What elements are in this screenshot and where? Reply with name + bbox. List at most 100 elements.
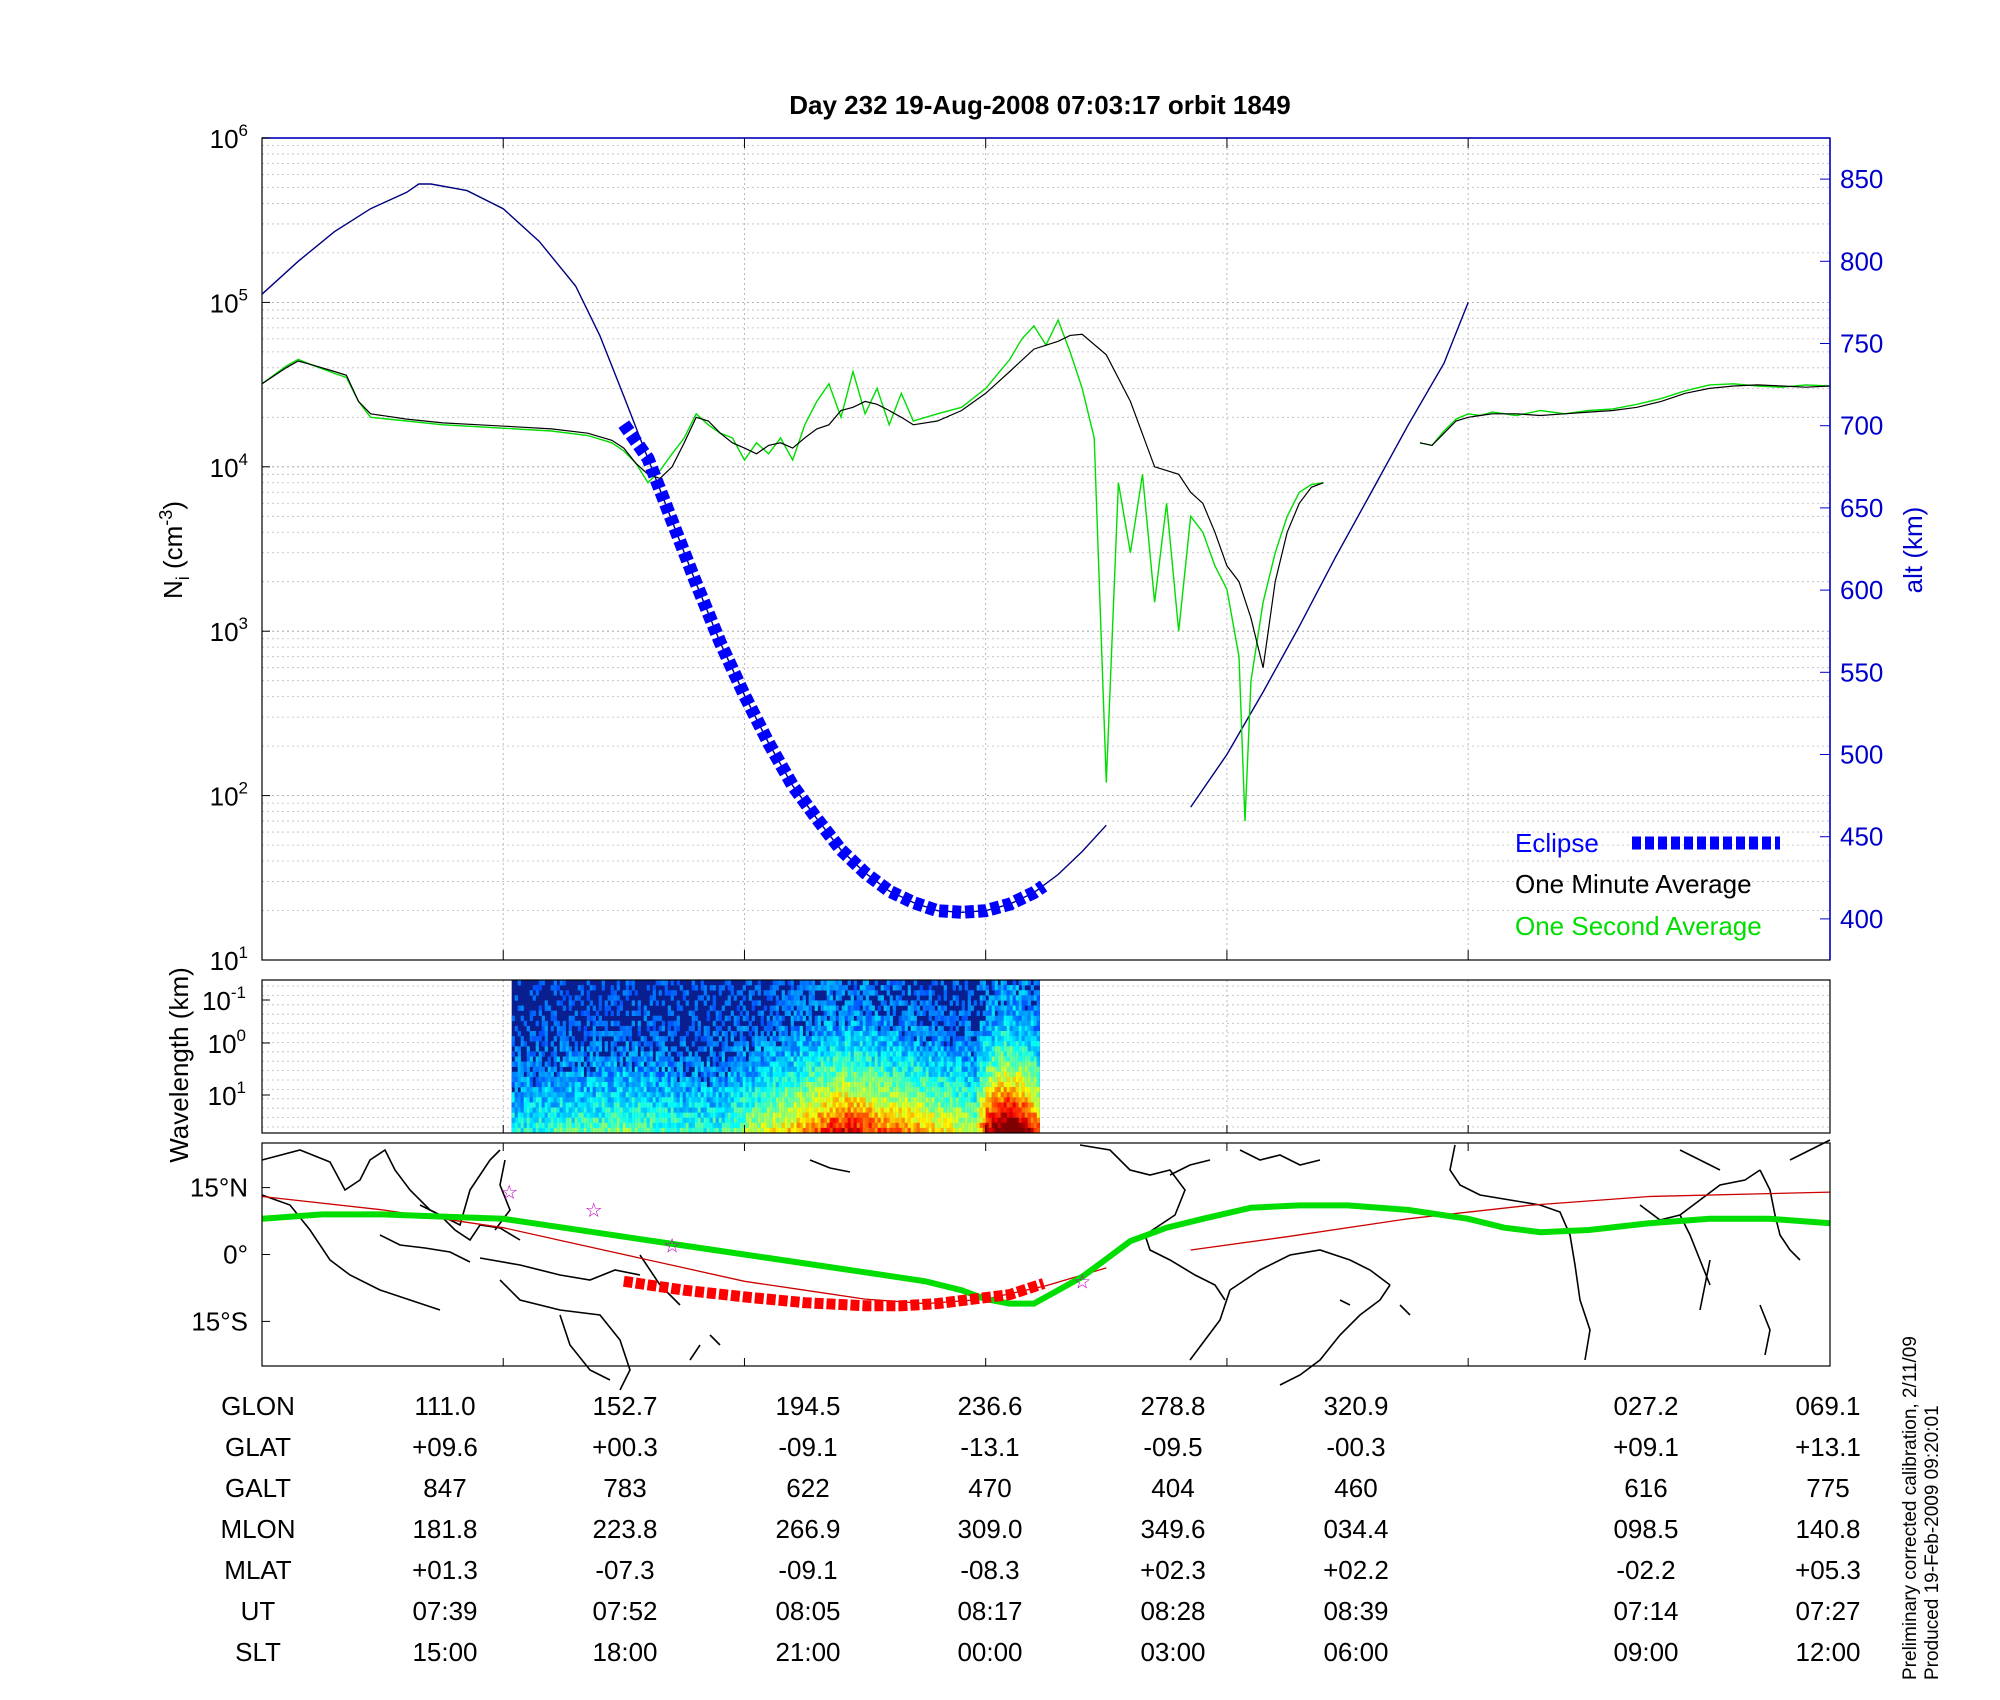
spectrogram-cell: [793, 1097, 797, 1103]
spectrogram-cell: [610, 1000, 614, 1006]
spectrogram-cell: [922, 990, 926, 996]
spectrogram-cell: [928, 1046, 932, 1052]
spectrogram-cell: [601, 1031, 605, 1037]
spectrogram-cell: [1024, 1061, 1028, 1067]
spectrogram-cell: [1021, 1127, 1025, 1134]
spectrogram-cell: [706, 1025, 710, 1032]
spectrogram-cell: [730, 1112, 734, 1118]
spectrogram-cell: [967, 1031, 971, 1037]
spectrogram-cell: [919, 1061, 923, 1067]
spectrogram-cell: [577, 1097, 581, 1103]
spectrogram-cell: [1009, 1020, 1013, 1027]
spectrogram-cell: [868, 1046, 872, 1052]
spectrogram-cell: [814, 1020, 818, 1027]
spectrogram-cell: [547, 1097, 551, 1103]
spectrogram-cell: [967, 995, 971, 1001]
spectrogram-cell: [745, 1102, 749, 1108]
spectrogram-cell: [973, 1076, 977, 1083]
spectrogram-cell: [1027, 1015, 1031, 1022]
spectrogram-cell: [826, 1020, 830, 1027]
spectrogram-cell: [763, 1092, 767, 1098]
spectrogram-cell: [790, 1031, 794, 1037]
spectrogram-cell: [676, 1122, 680, 1129]
spectrogram-cell: [940, 1015, 944, 1022]
spectrogram-cell: [637, 1020, 641, 1027]
spectrogram-cell: [931, 980, 935, 986]
spectrogram-cell: [862, 1046, 866, 1052]
spectrogram-cell: [850, 1071, 854, 1078]
spectrogram-cell: [988, 1087, 992, 1093]
spectrogram-cell: [919, 990, 923, 996]
spectrogram-cell: [739, 1061, 743, 1067]
spectrogram-cell: [871, 1092, 875, 1098]
spectrogram-cell: [898, 1015, 902, 1022]
spectrogram-cell: [760, 1076, 764, 1083]
spectrogram-cell: [808, 1117, 812, 1124]
spectrogram-cell: [916, 1117, 920, 1124]
spectrogram-cell: [892, 1010, 896, 1016]
spectrogram-cell: [910, 1046, 914, 1052]
spectrogram-cell: [553, 1015, 557, 1022]
spectrogram-cell: [814, 1031, 818, 1037]
spectrogram-cell: [703, 1117, 707, 1124]
spectrogram-cell: [853, 1117, 857, 1124]
star-marker: ☆: [500, 1180, 518, 1204]
spectrogram-cell: [772, 1056, 776, 1062]
spectrogram-cell: [922, 1056, 926, 1062]
spectrogram-cell: [748, 1031, 752, 1037]
spectrogram-cell: [724, 1015, 728, 1022]
spectrogram-cell: [874, 1020, 878, 1027]
spectrogram-cell: [1009, 1010, 1013, 1016]
table-cell: 03:00: [1140, 1637, 1205, 1667]
spectrogram-cell: [547, 1082, 551, 1088]
spectrogram-cell: [709, 1092, 713, 1098]
spectrogram-cell: [910, 1010, 914, 1016]
spectrogram-cell: [784, 1010, 788, 1016]
spectrogram-cell: [964, 1127, 968, 1134]
spectrogram-cell: [754, 1025, 758, 1032]
spectrogram-cell: [538, 1117, 542, 1124]
spectrogram-cell: [853, 1102, 857, 1108]
spectrogram-cell: [544, 1082, 548, 1088]
spectrogram-cell: [694, 1087, 698, 1093]
spectrogram-cell: [637, 1071, 641, 1078]
spectrogram-cell: [943, 1061, 947, 1067]
spectrogram-cell: [664, 1087, 668, 1093]
spectrogram-cell: [565, 1036, 569, 1042]
spectrogram-cell: [1003, 985, 1007, 991]
spectrogram-cell: [595, 1087, 599, 1093]
spectrogram-cell: [865, 1082, 869, 1088]
spectrogram-cell: [589, 1000, 593, 1006]
spectrogram-cell: [607, 1127, 611, 1134]
spectrogram-cell: [622, 1051, 626, 1057]
spectrogram-cell: [922, 1107, 926, 1113]
spectrogram-cell: [544, 1061, 548, 1067]
spectrogram-cell: [766, 990, 770, 996]
spectrogram-cell: [871, 985, 875, 991]
spectrogram-cell: [754, 1036, 758, 1042]
spectrogram-cell: [724, 1000, 728, 1006]
spectrogram-cell: [898, 1107, 902, 1113]
spectrogram-cell: [592, 1097, 596, 1103]
spectrogram-cell: [634, 1061, 638, 1067]
spectrogram-cell: [952, 1041, 956, 1047]
spectrogram-cell: [778, 980, 782, 986]
spectrogram-cell: [514, 1046, 518, 1052]
spectrogram-cell: [658, 1076, 662, 1083]
spectrogram-cell: [1021, 1092, 1025, 1098]
spectrogram-cell: [658, 1127, 662, 1134]
spectrogram-cell: [928, 1031, 932, 1037]
spectrogram-cell: [826, 1046, 830, 1052]
spectrogram-cell: [682, 1092, 686, 1098]
spectrogram-cell: [586, 1071, 590, 1078]
spectrogram-cell: [937, 1061, 941, 1067]
spectrogram-cell: [622, 990, 626, 996]
spectrogram-cell: [1015, 1015, 1019, 1022]
spectrogram-cell: [904, 1010, 908, 1016]
spectrogram-cell: [733, 1112, 737, 1118]
spectrogram-cell: [952, 1020, 956, 1027]
spectrogram-cell: [949, 1097, 953, 1103]
spectrogram-cell: [841, 1036, 845, 1042]
spectrogram-cell: [838, 1066, 842, 1073]
spectrogram-cell: [928, 985, 932, 991]
